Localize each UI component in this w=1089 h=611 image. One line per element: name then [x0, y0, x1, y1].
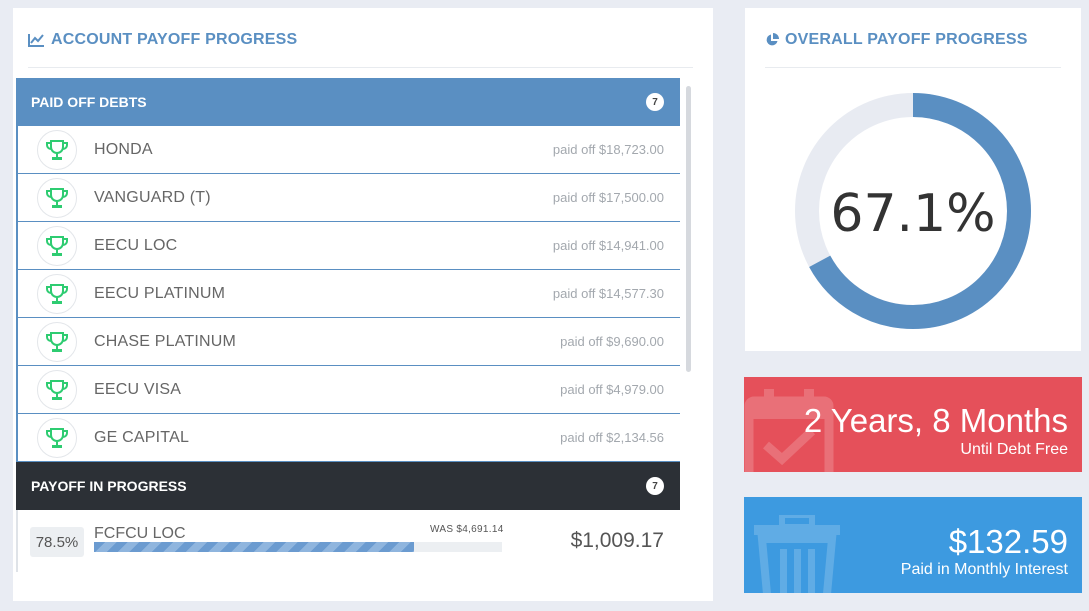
- paid-off-rows: HONDA paid off $18,723.00 VANGUARD (T) paid…: [16, 126, 680, 462]
- overall-progress-donut: 67.1%: [795, 93, 1031, 329]
- overall-payoff-title: OVERALL PAYOFF PROGRESS: [765, 31, 1028, 49]
- paid-debt-row[interactable]: HONDA paid off $18,723.00: [16, 126, 680, 174]
- trophy-icon: [37, 321, 77, 362]
- paid-debt-name: HONDA: [94, 140, 153, 158]
- trophy-icon: [37, 129, 77, 170]
- trophy-icon: [37, 369, 77, 410]
- progress-was-amount: WAS $4,691.14: [430, 524, 504, 535]
- paid-debt-name: EECU LOC: [94, 236, 178, 254]
- interest-card: $132.59 Paid in Monthly Interest: [744, 497, 1082, 593]
- interest-value: $132.59: [948, 523, 1068, 560]
- paid-debt-name: VANGUARD (T): [94, 188, 211, 206]
- title-divider: [765, 67, 1061, 68]
- paid-off-count-badge: 7: [646, 93, 664, 111]
- progress-row[interactable]: 78.5% FCFCU LOC WAS $4,691.14 $1,009.17: [16, 510, 680, 572]
- paid-debt-name: CHASE PLATINUM: [94, 332, 237, 350]
- interest-label: Paid in Monthly Interest: [900, 561, 1068, 578]
- overall-payoff-title-text: OVERALL PAYOFF PROGRESS: [785, 31, 1028, 48]
- paid-debt-row[interactable]: EECU LOC paid off $14,941.00: [16, 222, 680, 270]
- list-scrollbar[interactable]: [686, 86, 691, 372]
- paid-debt-name: EECU VISA: [94, 380, 182, 398]
- paid-debt-amount: paid off $17,500.00: [552, 190, 664, 205]
- line-chart-icon: [28, 34, 44, 47]
- overall-payoff-panel: OVERALL PAYOFF PROGRESS 67.1%: [745, 8, 1081, 351]
- paid-debt-amount: paid off $14,577.30: [552, 286, 664, 301]
- trophy-icon: [37, 273, 77, 314]
- trophy-icon: [37, 225, 77, 266]
- trophy-icon: [37, 177, 77, 218]
- account-payoff-title: ACCOUNT PAYOFF PROGRESS: [28, 31, 297, 49]
- progress-bar-fill: [94, 542, 415, 552]
- debt-list[interactable]: PAID OFF DEBTS 7 HONDA paid off $18,723.0…: [16, 78, 680, 585]
- paid-debt-row[interactable]: CHASE PLATINUM paid off $9,690.00: [16, 318, 680, 366]
- paid-debt-amount: paid off $14,941.00: [552, 238, 664, 253]
- in-progress-header-label: PAYOFF IN PROGRESS: [31, 478, 187, 494]
- paid-off-header[interactable]: PAID OFF DEBTS 7: [16, 78, 680, 126]
- account-payoff-title-text: ACCOUNT PAYOFF PROGRESS: [51, 31, 298, 48]
- title-divider: [28, 67, 693, 68]
- donut-percent-label: 67.1%: [830, 184, 995, 244]
- paid-debt-amount: paid off $18,723.00: [552, 142, 664, 157]
- debt-free-card: 2 Years, 8 Months Until Debt Free: [744, 377, 1082, 472]
- paid-debt-amount: paid off $4,979.00: [560, 382, 664, 397]
- progress-balance: $1,009.17: [570, 529, 664, 552]
- paid-debt-name: EECU PLATINUM: [94, 284, 226, 302]
- calendar-check-icon: [744, 389, 834, 472]
- paid-debt-row[interactable]: EECU PLATINUM paid off $14,577.30: [16, 270, 680, 318]
- paid-debt-row[interactable]: GE CAPITAL paid off $2,134.56: [16, 414, 680, 462]
- trash-icon: [754, 515, 840, 593]
- in-progress-count-badge: 7: [646, 477, 664, 495]
- debt-free-value: 2 Years, 8 Months: [803, 402, 1068, 439]
- debt-free-label: Until Debt Free: [960, 441, 1068, 458]
- progress-debt-name: FCFCU LOC: [94, 525, 186, 542]
- paid-debt-amount: paid off $2,134.56: [560, 430, 664, 445]
- paid-debt-row[interactable]: EECU VISA paid off $4,979.00: [16, 366, 680, 414]
- trophy-icon: [37, 417, 77, 458]
- progress-percent-badge: 78.5%: [30, 527, 84, 557]
- paid-off-header-label: PAID OFF DEBTS: [31, 94, 147, 110]
- paid-debt-row[interactable]: VANGUARD (T) paid off $17,500.00: [16, 174, 680, 222]
- pie-chart-icon: [766, 33, 779, 46]
- progress-bar: [94, 542, 502, 552]
- in-progress-header[interactable]: PAYOFF IN PROGRESS 7: [16, 462, 680, 510]
- paid-debt-amount: paid off $9,690.00: [560, 334, 664, 349]
- paid-debt-name: GE CAPITAL: [94, 428, 190, 446]
- donut-progress-arc: [795, 93, 1031, 329]
